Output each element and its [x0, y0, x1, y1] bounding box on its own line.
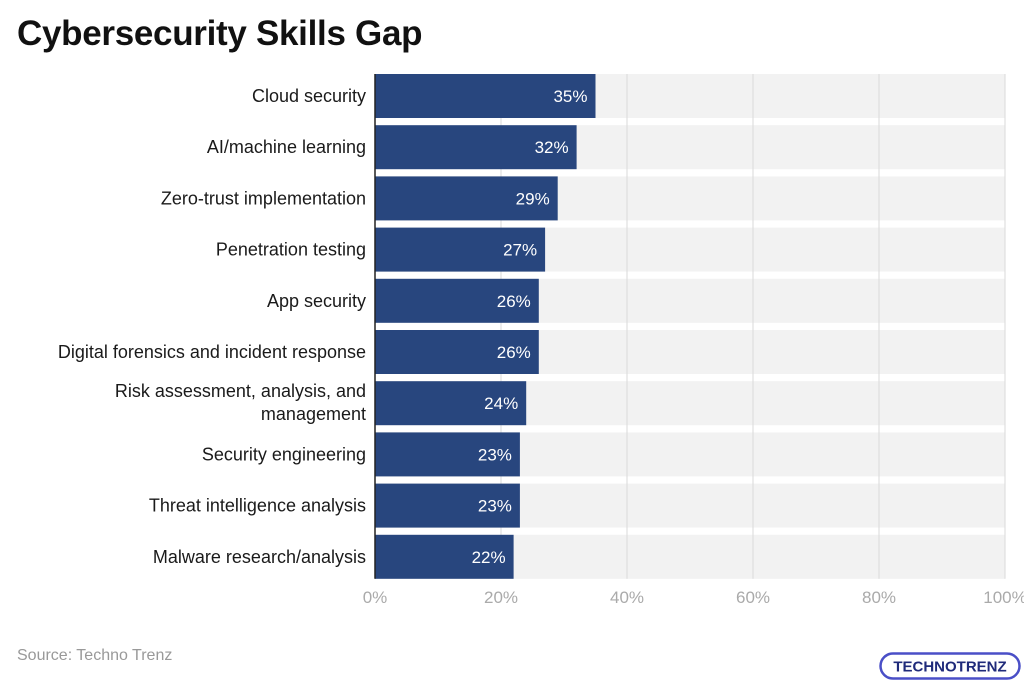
x-tick-label: 0% [363, 588, 388, 607]
bar-value-label: 35% [553, 87, 587, 106]
category-label: Malware research/analysis [153, 547, 366, 567]
x-tick-label: 80% [862, 588, 896, 607]
bar-value-label: 32% [535, 138, 569, 157]
category-label: Cloud security [252, 86, 366, 106]
chart-title: Cybersecurity Skills Gap [17, 14, 423, 53]
bar-value-label: 23% [478, 497, 512, 516]
bar-value-label: 26% [497, 292, 531, 311]
bar [375, 125, 577, 170]
x-tick-label: 40% [610, 588, 644, 607]
category-label: App security [267, 291, 366, 311]
bar [375, 227, 546, 272]
techno-trenz-logo: TECHNOTRENZ [879, 652, 1021, 680]
logo-text: TECHNOTRENZ [893, 659, 1006, 676]
bar-value-label: 27% [503, 241, 537, 260]
category-label: AI/machine learning [207, 137, 366, 157]
source-note: Source: Techno Trenz [17, 647, 173, 664]
bar-value-label: 29% [516, 189, 550, 208]
category-label: Digital forensics and incident response [58, 342, 366, 362]
category-label: Risk assessment, analysis, and management [115, 381, 366, 424]
bar [375, 381, 527, 426]
bar-value-label: 24% [484, 394, 518, 413]
bar [375, 330, 539, 374]
x-tick-label: 100% [983, 588, 1024, 607]
bar [375, 534, 514, 579]
bar-value-label: 22% [472, 548, 506, 567]
bar [375, 432, 520, 477]
bar-value-label: 26% [497, 343, 531, 362]
bar [375, 176, 558, 221]
bar-value-label: 23% [478, 445, 512, 464]
x-tick-label: 60% [736, 588, 770, 607]
x-tick-label: 20% [484, 588, 518, 607]
bar [375, 74, 596, 118]
category-label: Penetration testing [216, 240, 366, 260]
category-label: Threat intelligence analysis [149, 496, 366, 516]
category-label: Security engineering [202, 444, 366, 464]
bar [375, 278, 539, 323]
category-label: Zero-trust implementation [161, 188, 366, 208]
bar [375, 483, 520, 528]
